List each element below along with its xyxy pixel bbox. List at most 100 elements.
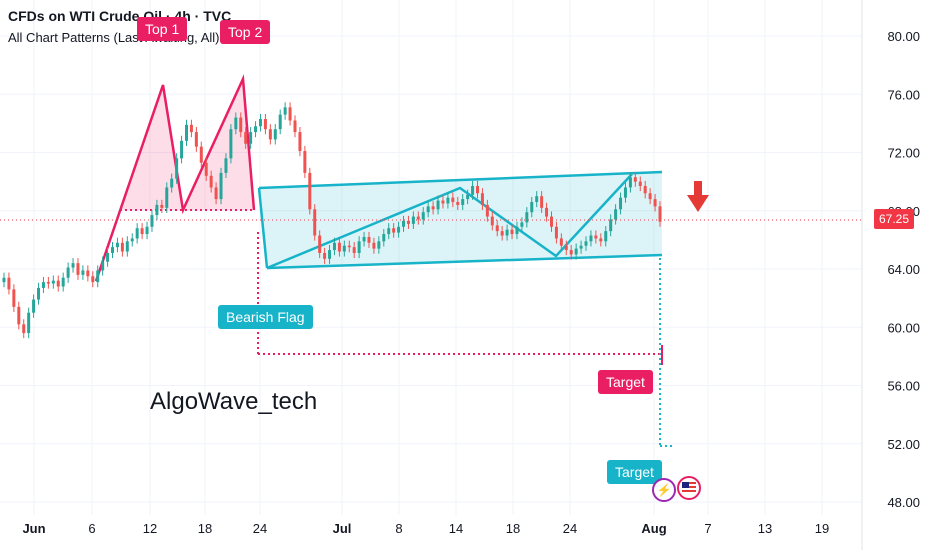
candle-body: [347, 245, 351, 248]
candle-body: [130, 238, 134, 242]
y-tick-label: 48.00: [887, 495, 920, 510]
candle-body: [559, 238, 563, 246]
candle-body: [234, 117, 238, 130]
candle-body: [224, 158, 228, 173]
x-tick-label: 24: [253, 521, 267, 536]
candle-body: [456, 202, 460, 205]
candle-body: [140, 228, 144, 235]
candle-body: [120, 242, 124, 252]
candle-body: [244, 132, 248, 144]
candle-body: [441, 200, 445, 204]
candle-body: [308, 172, 312, 210]
candle-body: [229, 129, 233, 159]
candle-body: [362, 236, 366, 242]
us-flag-icon[interactable]: [677, 476, 701, 500]
candle-body: [17, 306, 21, 325]
candle-body: [387, 228, 391, 235]
candle-body: [426, 206, 430, 213]
candle-body: [628, 177, 632, 188]
y-tick-label: 76.00: [887, 87, 920, 102]
y-tick-label: 72.00: [887, 146, 920, 161]
candle-body: [638, 181, 642, 186]
candle-body: [619, 197, 623, 210]
candle-body: [451, 197, 455, 203]
candle-body: [268, 129, 272, 140]
x-tick-label: 6: [88, 521, 95, 536]
candle-body: [471, 185, 475, 195]
candle-body: [165, 187, 169, 208]
candle-body: [194, 132, 198, 147]
candle-body: [446, 197, 450, 204]
x-tick-label: 12: [143, 521, 157, 536]
candle-body: [500, 231, 504, 236]
candle-body: [535, 196, 539, 203]
indicator-subtitle: All Chart Patterns (Last Awaiting, All): [8, 30, 220, 45]
candle-body: [392, 228, 396, 233]
candle-body: [111, 247, 115, 253]
candle-body: [86, 270, 90, 277]
candle-body: [66, 267, 70, 278]
candle-body: [328, 250, 332, 259]
candle-body: [135, 228, 139, 239]
candle-body: [421, 212, 425, 220]
candle-body: [579, 245, 583, 249]
candle-body: [214, 187, 218, 200]
candle-body: [540, 196, 544, 208]
candle-body: [258, 119, 262, 127]
y-tick-label: 60.00: [887, 320, 920, 335]
candle-body: [278, 114, 282, 130]
candle-body: [219, 172, 223, 200]
down-arrow-icon: [687, 181, 709, 212]
candle-body: [81, 270, 85, 275]
candle-body: [604, 231, 608, 242]
candle-body: [510, 229, 514, 235]
x-tick-label: 18: [506, 521, 520, 536]
candle-body: [184, 124, 188, 141]
candle-body: [209, 175, 213, 188]
candle-body: [27, 312, 31, 334]
candle-body: [480, 193, 484, 205]
candle-body: [303, 151, 307, 173]
candle-body: [397, 226, 401, 233]
candle-body: [7, 277, 11, 290]
candle-body: [653, 199, 657, 207]
candle-body: [515, 226, 519, 235]
grid: [0, 0, 862, 515]
target2-label: Target: [607, 460, 662, 484]
chart-title: CFDs on WTI Crude Oil · 4h · TVC: [8, 8, 232, 24]
x-tick-label: Jun: [22, 521, 45, 536]
double-top-outline: [94, 74, 256, 282]
lightning-icon[interactable]: ⚡: [652, 478, 676, 502]
target1-label: Target: [598, 370, 653, 394]
top2-label: Top 2: [220, 20, 271, 44]
candle-body: [254, 126, 258, 133]
candle-body: [180, 140, 184, 159]
candle-body: [101, 261, 105, 271]
candle-body: [411, 216, 415, 224]
candle-body: [436, 200, 440, 210]
candle-body: [402, 220, 406, 227]
candle-body: [41, 282, 45, 288]
candle-body: [416, 216, 420, 220]
x-tick-label: 8: [395, 521, 402, 536]
candle-body: [12, 289, 16, 307]
candle-body: [125, 241, 129, 252]
x-tick-label: 7: [704, 521, 711, 536]
candle-body: [263, 119, 267, 130]
current-price-tag: 67.25: [874, 209, 915, 229]
candle-body: [71, 263, 75, 268]
y-tick-label: 64.00: [887, 262, 920, 277]
candle-body: [145, 226, 149, 235]
double-top-fill: [96, 79, 254, 281]
y-tick-label: 52.00: [887, 437, 920, 452]
y-axis: 80.0076.0072.0068.0064.0060.0056.0052.00…: [861, 0, 920, 550]
candle-body: [367, 236, 371, 243]
x-tick-label: 18: [198, 521, 212, 536]
candle-body: [643, 185, 647, 194]
flag-lower-line: [266, 253, 663, 270]
candle-body: [549, 216, 553, 227]
candle-body: [545, 207, 549, 217]
x-tick-label: 13: [758, 521, 772, 536]
